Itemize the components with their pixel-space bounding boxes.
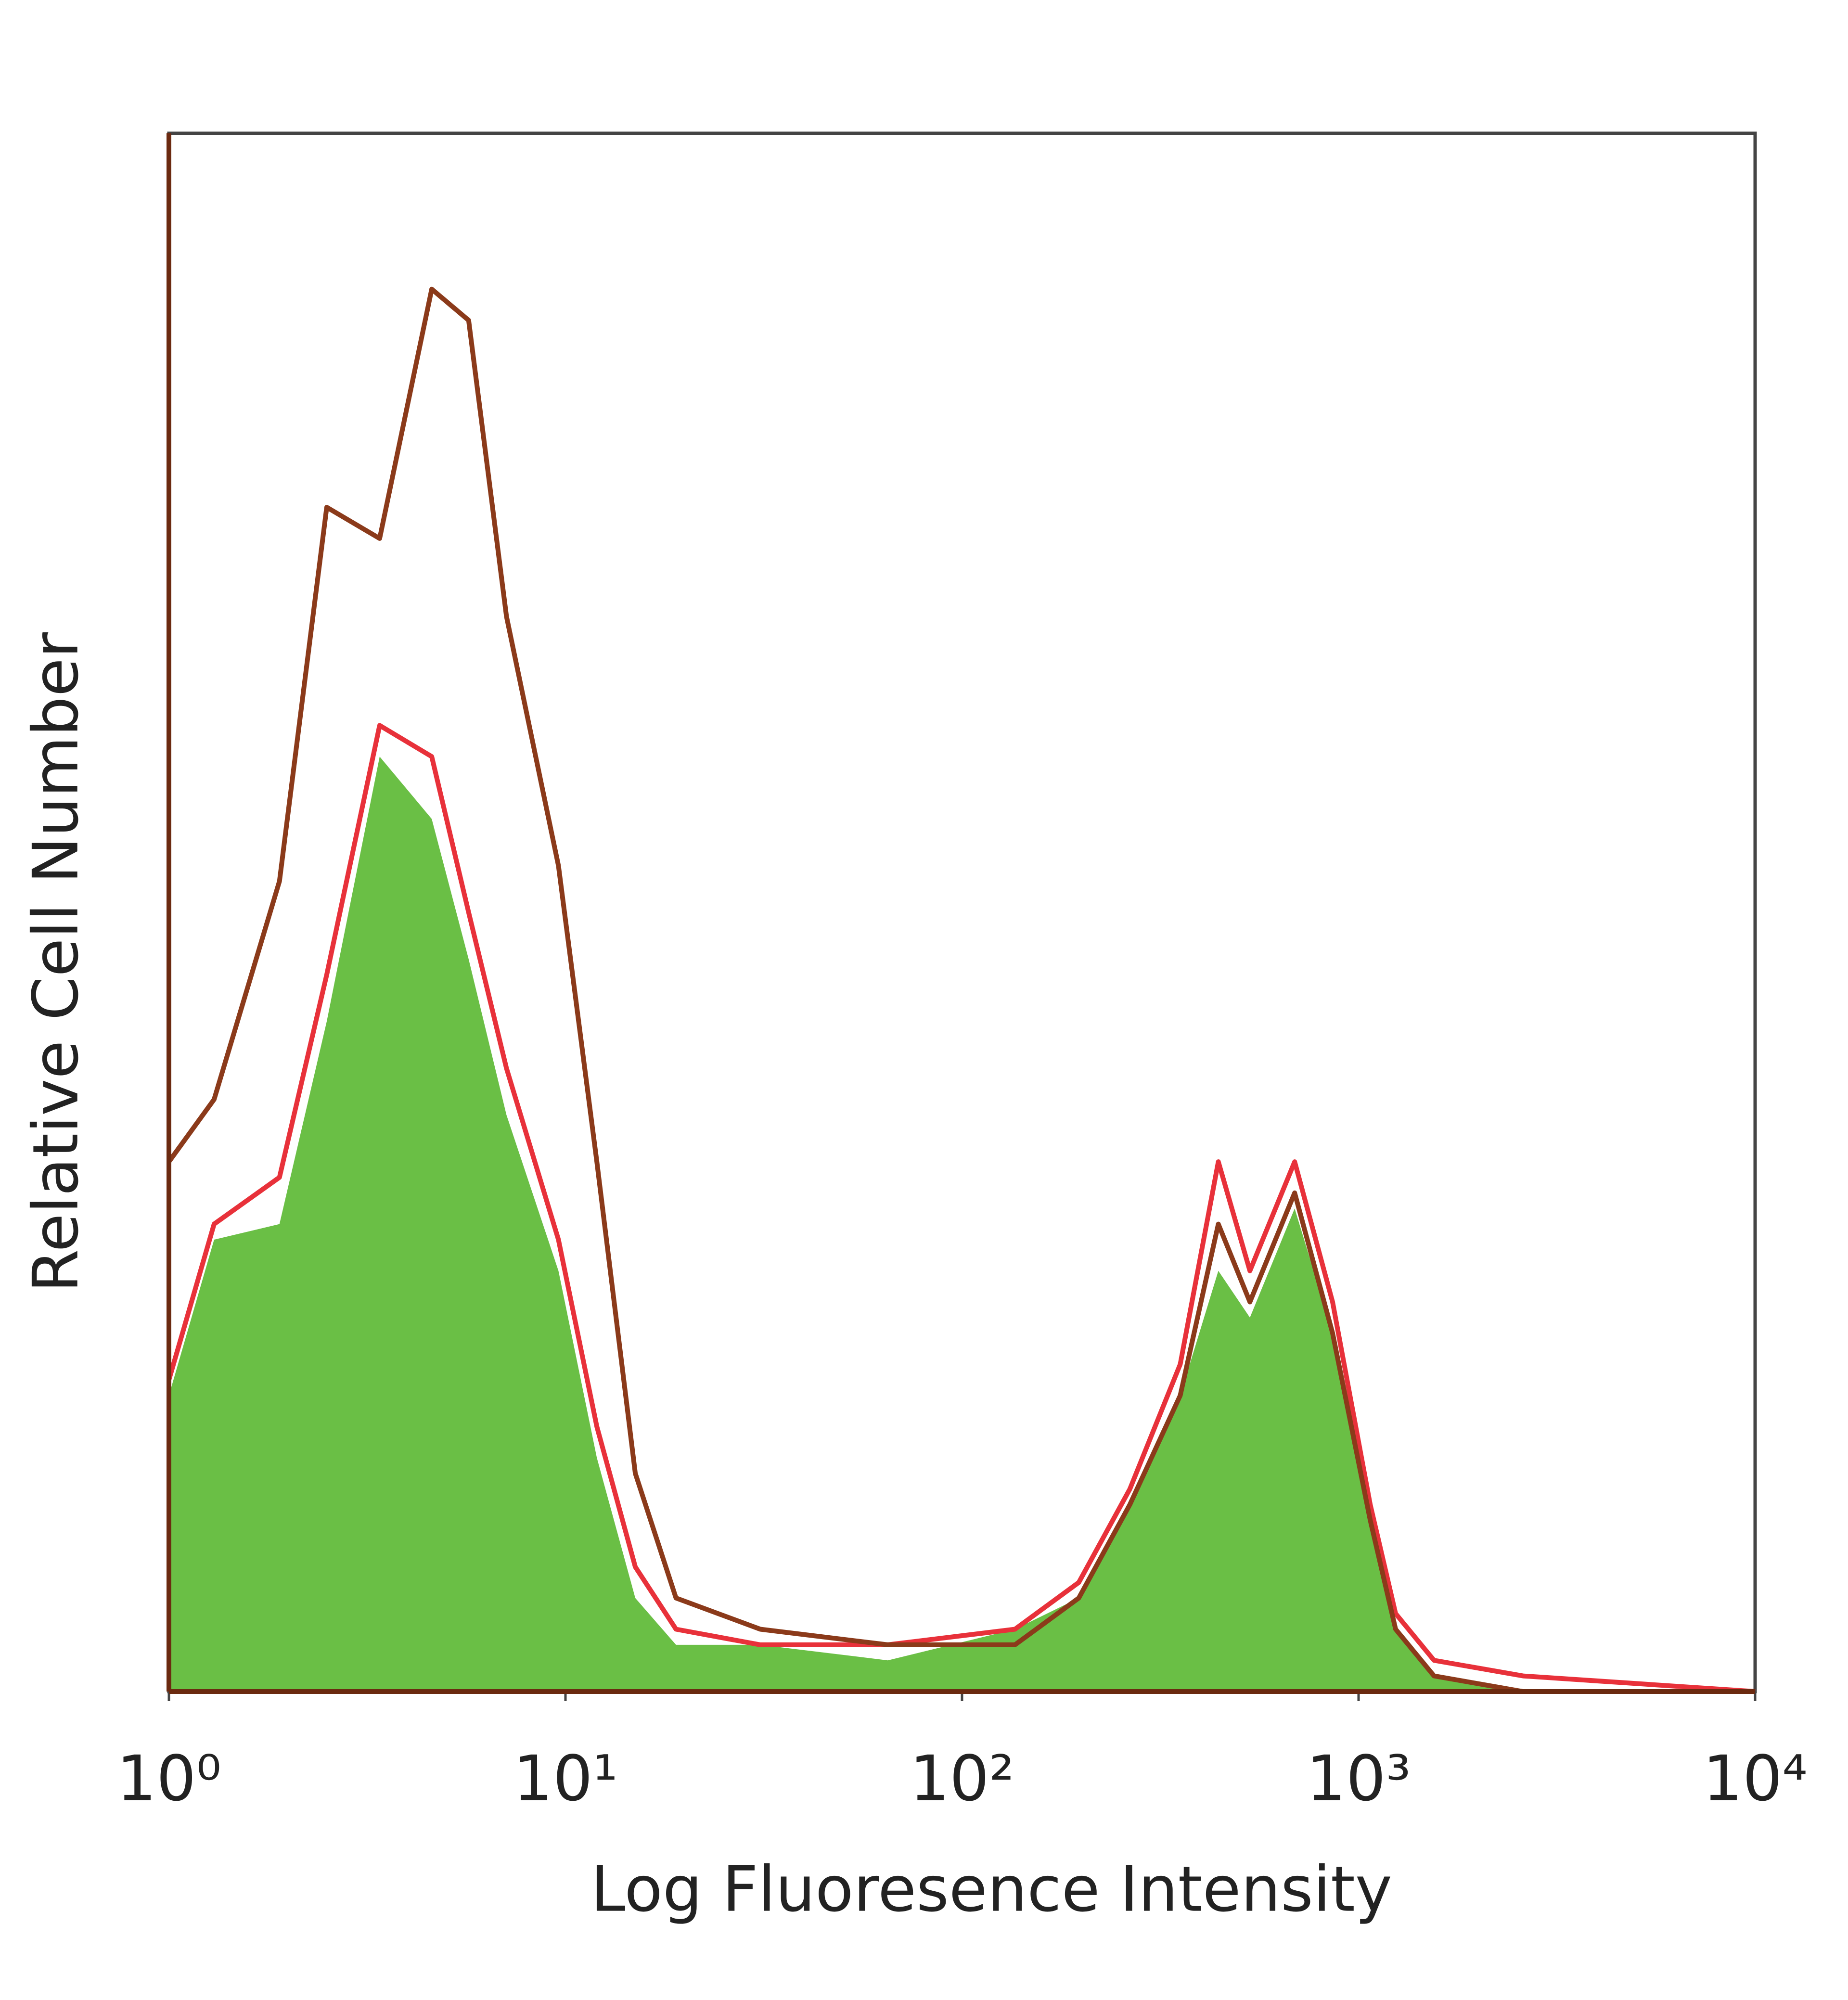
histogram-area <box>169 756 1755 1692</box>
x-tick-label: 10³ <box>1306 1742 1411 1815</box>
x-tick-label: 10⁴ <box>1703 1742 1808 1815</box>
x-tick-label: 10⁰ <box>116 1742 221 1815</box>
x-axis-label: Log Fluoresence Intensity <box>590 1853 1392 1926</box>
x-tick-label: 10¹ <box>513 1742 618 1815</box>
y-axis-label: Relative Cell Number <box>19 632 92 1293</box>
x-tick-label: 10² <box>910 1742 1014 1815</box>
histogram-outline <box>167 286 1755 1694</box>
